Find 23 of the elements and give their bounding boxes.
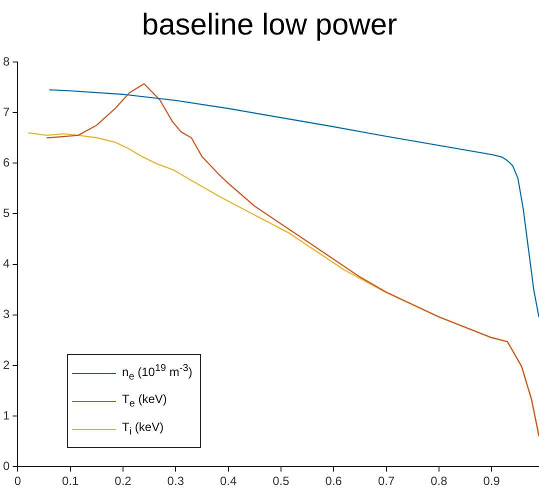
y-tick-label: 6 (2, 155, 10, 170)
y-tick-label: 0 (2, 458, 10, 473)
x-tick-label: 0.6 (325, 474, 342, 488)
x-tick-label: 0.8 (430, 474, 448, 488)
x-tick-label: 0.5 (272, 474, 290, 488)
x-tick-label: 0.3 (167, 474, 184, 488)
chart-title: baseline low power (142, 8, 398, 42)
y-tick-label: 5 (2, 206, 10, 220)
y-tick-label: 8 (2, 54, 10, 68)
x-tick-label: 0.4 (220, 474, 237, 488)
x-tick-label: 0.9 (483, 474, 500, 488)
x-tick-label: 0.1 (62, 474, 79, 488)
x-tick-label: 0.2 (114, 474, 132, 488)
x-tick-label: 0.7 (378, 474, 395, 488)
legend-label: T$_{i}$ (keV) (122, 420, 164, 438)
y-tick-label: 4 (2, 256, 10, 271)
legend-label: T$_{e}$ (keV) (122, 392, 167, 410)
y-tick-label: 1 (2, 408, 10, 422)
y-tick-label: 3 (2, 307, 10, 322)
y-tick-label: 2 (2, 358, 10, 372)
x-tick-label: 0 (14, 474, 22, 488)
legend-label: n$_{e}$ (10$^{19}$ m$^{-3}$) (122, 363, 192, 383)
y-tick-label: 7 (2, 104, 10, 119)
